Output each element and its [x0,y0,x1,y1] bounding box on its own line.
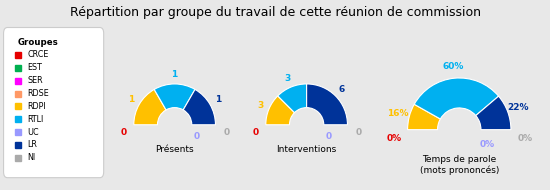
Text: 1: 1 [128,95,135,104]
Text: 0: 0 [120,128,127,137]
Text: 0: 0 [194,132,200,141]
Wedge shape [278,84,307,113]
Text: 0%: 0% [518,135,533,143]
Text: Répartition par groupe du travail de cette réunion de commission: Répartition par groupe du travail de cet… [69,6,481,19]
Text: Interventions: Interventions [277,145,337,154]
Text: RTLI: RTLI [28,115,44,124]
Text: CRCE: CRCE [28,51,49,59]
Text: 0%: 0% [480,140,495,149]
Text: LR: LR [28,140,37,149]
Text: RDSE: RDSE [28,89,50,98]
Text: 3: 3 [284,74,291,83]
Text: 3: 3 [257,101,264,110]
Text: 22%: 22% [508,103,529,112]
Text: 1: 1 [172,70,178,79]
Text: 0: 0 [224,128,230,137]
Text: Présents: Présents [155,145,194,154]
Text: EST: EST [28,63,42,72]
Text: UC: UC [28,127,39,137]
Wedge shape [266,96,294,125]
Text: 6: 6 [339,85,345,94]
Text: 1: 1 [214,95,221,104]
Text: 0%: 0% [387,135,402,143]
Wedge shape [183,89,216,125]
Text: 0: 0 [326,132,332,141]
Text: RDPI: RDPI [28,102,46,111]
Wedge shape [414,78,499,119]
Text: 16%: 16% [388,109,409,118]
FancyBboxPatch shape [4,28,103,178]
Wedge shape [476,96,511,130]
Wedge shape [154,84,195,110]
Text: SER: SER [28,76,43,85]
Text: NI: NI [28,153,36,162]
Wedge shape [134,89,166,125]
Text: 60%: 60% [443,62,464,71]
Text: Groupes: Groupes [18,38,59,47]
Text: 0: 0 [252,128,258,137]
Text: 0: 0 [356,128,362,137]
Text: Temps de parole
(mots prononcés): Temps de parole (mots prononcés) [420,155,499,176]
Wedge shape [307,84,348,125]
Wedge shape [408,104,441,130]
